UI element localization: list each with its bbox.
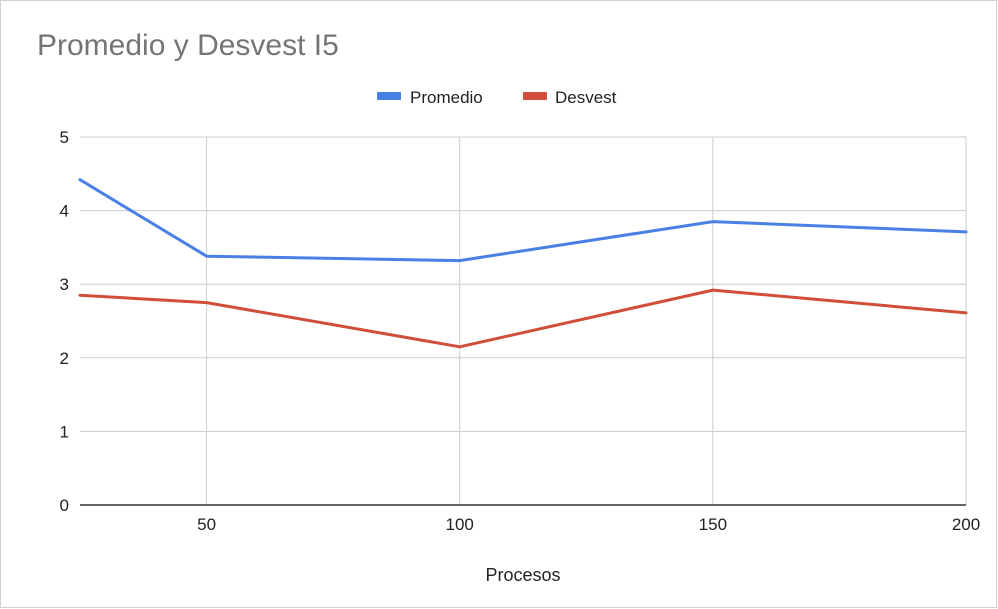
legend-label-desvest: Desvest xyxy=(555,88,617,107)
x-tick-label: 50 xyxy=(197,515,216,534)
y-tick-label: 1 xyxy=(60,422,69,441)
series-line-promedio xyxy=(78,178,968,263)
y-tick-label: 4 xyxy=(60,202,69,221)
axes: 0 1 2 3 4 5 50 100 150 200 xyxy=(60,128,981,534)
grid-lines xyxy=(80,136,967,505)
x-tick-label: 100 xyxy=(446,515,474,534)
x-axis-title: Procesos xyxy=(485,565,560,585)
x-tick-label: 200 xyxy=(952,515,980,534)
chart-title: Promedio y Desvest I5 xyxy=(37,29,339,62)
series-line-desvest xyxy=(78,288,968,349)
x-tick-label: 150 xyxy=(699,515,727,534)
legend-swatch-promedio xyxy=(377,92,401,100)
legend-swatch-desvest xyxy=(523,92,547,100)
legend: Promedio Desvest xyxy=(377,88,617,107)
legend-label-promedio: Promedio xyxy=(410,88,483,107)
y-tick-label: 0 xyxy=(60,496,69,515)
y-tick-label: 5 xyxy=(60,128,69,147)
series-lines xyxy=(78,178,968,349)
y-tick-label: 3 xyxy=(60,275,69,294)
y-tick-label: 2 xyxy=(60,349,69,368)
